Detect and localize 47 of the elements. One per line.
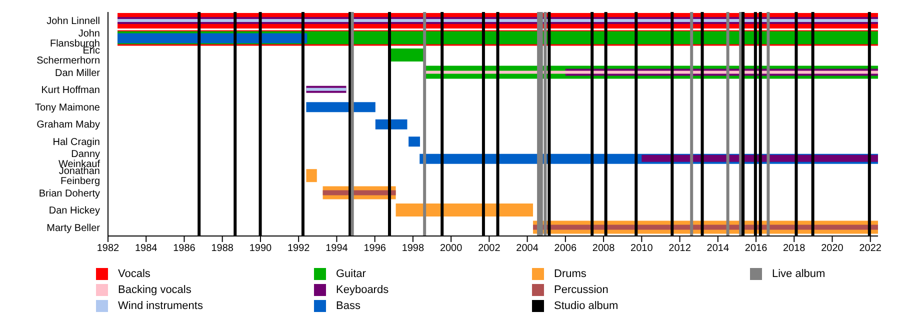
x-tick-label: 1990 bbox=[249, 243, 272, 254]
x-tick-label: 2002 bbox=[478, 243, 501, 254]
y-tick-label: Dan Miller bbox=[54, 68, 101, 79]
y-tick-label: Brian Doherty bbox=[38, 188, 100, 200]
legend-label: Live album bbox=[772, 268, 826, 280]
legend-label: Guitar bbox=[336, 268, 366, 280]
x-tick-label: 2004 bbox=[516, 243, 539, 254]
y-tick-label: Marty Beller bbox=[46, 222, 101, 234]
bar bbox=[118, 33, 308, 44]
x-tick-label: 1996 bbox=[364, 243, 386, 254]
legend-label: Studio album bbox=[554, 300, 618, 312]
x-tick-label: 1992 bbox=[287, 243, 310, 254]
x-tick-label: 2006 bbox=[554, 243, 577, 254]
y-tick-label: John Linnell bbox=[46, 16, 100, 28]
legend-label: Vocals bbox=[118, 268, 150, 280]
x-tick-label: 1984 bbox=[134, 243, 158, 254]
x-tick-label: 1982 bbox=[96, 243, 120, 254]
legend-label: Keyboards bbox=[336, 284, 389, 296]
y-tick-label: Jonathan Feinberg bbox=[58, 166, 100, 188]
bar bbox=[396, 204, 534, 217]
y-tick-label: Kurt Hoffman bbox=[41, 85, 100, 96]
bar bbox=[306, 102, 376, 112]
legend-label: Wind instruments bbox=[118, 300, 203, 312]
y-tick-label: Graham Maby bbox=[36, 120, 100, 131]
x-tick-label: 2008 bbox=[592, 243, 616, 254]
x-tick-label: 2018 bbox=[783, 243, 806, 254]
y-tick-label: Tony Maimone bbox=[34, 102, 100, 114]
x-tick-label: 1986 bbox=[173, 243, 196, 254]
y-tick-label: Hal Cragin bbox=[52, 136, 100, 148]
bar bbox=[408, 136, 420, 147]
x-tick-label: 1998 bbox=[402, 243, 425, 254]
bar bbox=[375, 119, 408, 130]
x-tick-label: 1988 bbox=[211, 243, 234, 254]
legend-label: Drums bbox=[554, 268, 586, 280]
bar bbox=[306, 169, 317, 182]
x-tick-label: 2010 bbox=[630, 243, 654, 254]
legend-label: Percussion bbox=[554, 284, 608, 296]
x-tick-label: 2016 bbox=[744, 243, 768, 254]
x-tick-label: 2014 bbox=[706, 243, 730, 254]
x-tick-label: 1994 bbox=[326, 243, 348, 254]
x-tick-label: 2020 bbox=[821, 243, 844, 254]
x-tick-label: 2000 bbox=[440, 243, 463, 254]
y-tick-label: Dan Hickey bbox=[48, 206, 100, 217]
x-tick-label: 2022 bbox=[859, 243, 882, 254]
legend-label: Backing vocals bbox=[118, 284, 192, 296]
legend-label: Bass bbox=[336, 300, 360, 312]
x-tick-label: 2012 bbox=[668, 243, 692, 254]
